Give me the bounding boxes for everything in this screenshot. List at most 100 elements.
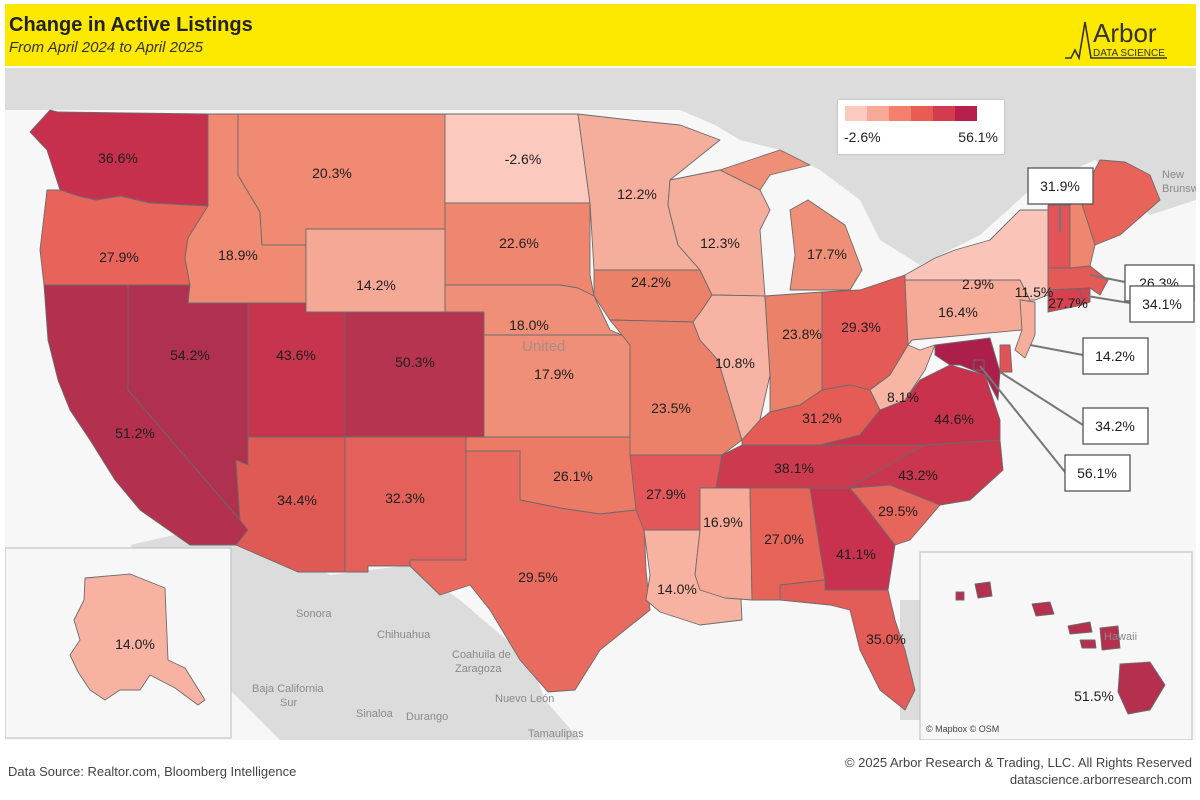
- hawaii-inset-frame: [919, 551, 1193, 740]
- svg-text:Arbor: Arbor: [1093, 18, 1157, 48]
- basemap-label-coahuila: Coahuila de: [452, 649, 511, 661]
- state-in[interactable]: [764, 291, 823, 413]
- header-banner: Change in Active Listings From April 202…: [5, 4, 1196, 66]
- value-label-ms: 16.9%: [703, 514, 743, 530]
- baja-land: [210, 545, 330, 740]
- value-label-nv: 54.2%: [170, 347, 210, 363]
- value-label-az: 34.4%: [277, 492, 317, 508]
- state-nj[interactable]: [1014, 299, 1036, 359]
- value-label-ky: 31.2%: [802, 410, 842, 426]
- value-label-va: 44.6%: [934, 411, 974, 427]
- value-label-wi: 12.3%: [700, 235, 740, 251]
- basemap-label-newbrunswick2: Brunswi: [1162, 183, 1196, 195]
- callout-md-box: [1082, 407, 1149, 445]
- legend-swatch-3: [889, 106, 911, 121]
- value-label-tn: 38.1%: [774, 460, 814, 476]
- basemap-label-durango: Durango: [406, 711, 448, 723]
- state-me[interactable]: [1079, 159, 1161, 246]
- basemap-label-coahuila2: Zaragoza: [455, 663, 502, 675]
- state-ak[interactable]: [69, 573, 206, 706]
- legend-max-label: 56.1%: [958, 129, 998, 145]
- page-title: Change in Active Listings: [9, 14, 253, 36]
- value-label-fl: 35.0%: [866, 631, 906, 647]
- legend-swatch-1: [845, 106, 867, 121]
- state-fl[interactable]: [779, 579, 916, 711]
- value-label-sd: 22.6%: [499, 235, 539, 251]
- value-label-ne: 18.0%: [509, 317, 549, 333]
- value-label-ak: 14.0%: [115, 636, 155, 652]
- state-tx[interactable]: [409, 450, 651, 693]
- value-label-ct: 27.7%: [1048, 295, 1088, 311]
- basemap-label-nuevoleon: Nuevo León: [495, 693, 554, 705]
- value-label-ny: 2.9%: [962, 276, 994, 292]
- legend-swatch-5: [933, 106, 955, 121]
- value-label-ia: 24.2%: [631, 274, 671, 290]
- value-label-la: 14.0%: [657, 581, 697, 597]
- value-label-mt: 20.3%: [312, 165, 352, 181]
- value-label-mi: 17.7%: [807, 246, 847, 262]
- basemap-label-hawaii: Hawaii: [1104, 631, 1137, 643]
- states-layer: Hawaii © Mapbox © OSM: [5, 109, 1193, 740]
- callout-lines: [979, 205, 1131, 473]
- value-label-ks: 17.9%: [534, 366, 574, 382]
- legend-swatch-4: [911, 106, 933, 121]
- basemap-label-sinaloa: Sinaloa: [356, 708, 394, 720]
- callout-md-label: 34.2%: [1095, 418, 1135, 434]
- value-label-sc: 29.5%: [878, 503, 918, 519]
- state-ms[interactable]: [694, 487, 753, 601]
- callout-de-box: [1082, 337, 1149, 375]
- state-ne[interactable]: [444, 284, 623, 336]
- state-md[interactable]: [934, 337, 1001, 401]
- value-label-wa: 36.6%: [98, 150, 138, 166]
- value-label-id: 18.9%: [218, 247, 258, 263]
- legend-min-label: -2.6%: [844, 129, 881, 145]
- callout-vt-label: 31.9%: [1040, 178, 1080, 194]
- arbor-logo: Arbor DATA SCIENCE: [1065, 18, 1167, 61]
- legend-swatch-2: [867, 106, 889, 121]
- basemap-label-bcs: Baja California: [252, 683, 324, 695]
- value-label-hi: 51.5%: [1074, 688, 1114, 704]
- source-url[interactable]: datascience.arborresearch.com: [1009, 772, 1192, 787]
- callout-dc-label: 56.1%: [1077, 465, 1117, 481]
- value-label-oh: 29.3%: [841, 319, 881, 335]
- value-label-al: 27.0%: [764, 531, 804, 547]
- choropleth-map[interactable]: Sonora Chihuahua Coahuila de Zaragoza Ba…: [5, 68, 1196, 740]
- svg-text:DATA SCIENCE: DATA SCIENCE: [1093, 48, 1165, 59]
- callout-ri-box: [1129, 285, 1195, 323]
- state-mi[interactable]: [719, 149, 863, 291]
- value-label-ga: 41.1%: [836, 546, 876, 562]
- callout-boxes: 31.9% 26.3% 34.1% 14.2% 34.2% 56.1%: [1027, 167, 1195, 492]
- value-label-nd: -2.6%: [505, 151, 542, 167]
- data-source: Data Source: Realtor.com, Bloomberg Inte…: [8, 764, 297, 779]
- legend-swatch-6: [955, 106, 977, 121]
- copyright: © 2025 Arbor Research & Trading, LLC. Al…: [844, 755, 1192, 770]
- basemap-label-sonora: Sonora: [296, 608, 332, 620]
- basemap-label-chihuahua: Chihuahua: [377, 629, 431, 641]
- callout-dc-box: [1064, 454, 1131, 492]
- basemap-label-bcs2: Sur: [280, 697, 297, 709]
- basemap-label-us: United: [522, 338, 565, 355]
- map-area[interactable]: Sonora Chihuahua Coahuila de Zaragoza Ba…: [5, 68, 1196, 740]
- value-label-mo: 23.5%: [651, 400, 691, 416]
- state-de[interactable]: [999, 344, 1013, 373]
- value-label-wy: 14.2%: [356, 277, 396, 293]
- legend-swatches: [845, 106, 977, 121]
- page-subtitle: From April 2024 to April 2025: [9, 39, 203, 56]
- state-co[interactable]: [344, 311, 485, 438]
- value-label-or: 27.9%: [99, 249, 139, 265]
- state-or[interactable]: [39, 189, 209, 286]
- value-label-nc: 43.2%: [898, 467, 938, 483]
- labels-layer: 36.6% 27.9% 51.2% 54.2% 18.9% 20.3% 14.2% 43.6%…: [98, 150, 1114, 704]
- value-label-ca: 51.2%: [115, 425, 155, 441]
- basemap-label-newbrunswick: New: [1162, 169, 1184, 181]
- value-label-nm: 32.3%: [385, 490, 425, 506]
- state-ut[interactable]: [247, 302, 346, 438]
- value-label-ut: 43.6%: [276, 347, 316, 363]
- mapbox-attribution: © Mapbox © OSM: [926, 724, 999, 734]
- callout-vt-box: [1027, 167, 1094, 205]
- value-label-ok: 26.1%: [553, 468, 593, 484]
- value-label-in: 23.8%: [782, 326, 822, 342]
- state-hi[interactable]: [955, 581, 1166, 715]
- value-label-ar: 27.9%: [646, 486, 686, 502]
- callout-de-label: 14.2%: [1095, 348, 1135, 364]
